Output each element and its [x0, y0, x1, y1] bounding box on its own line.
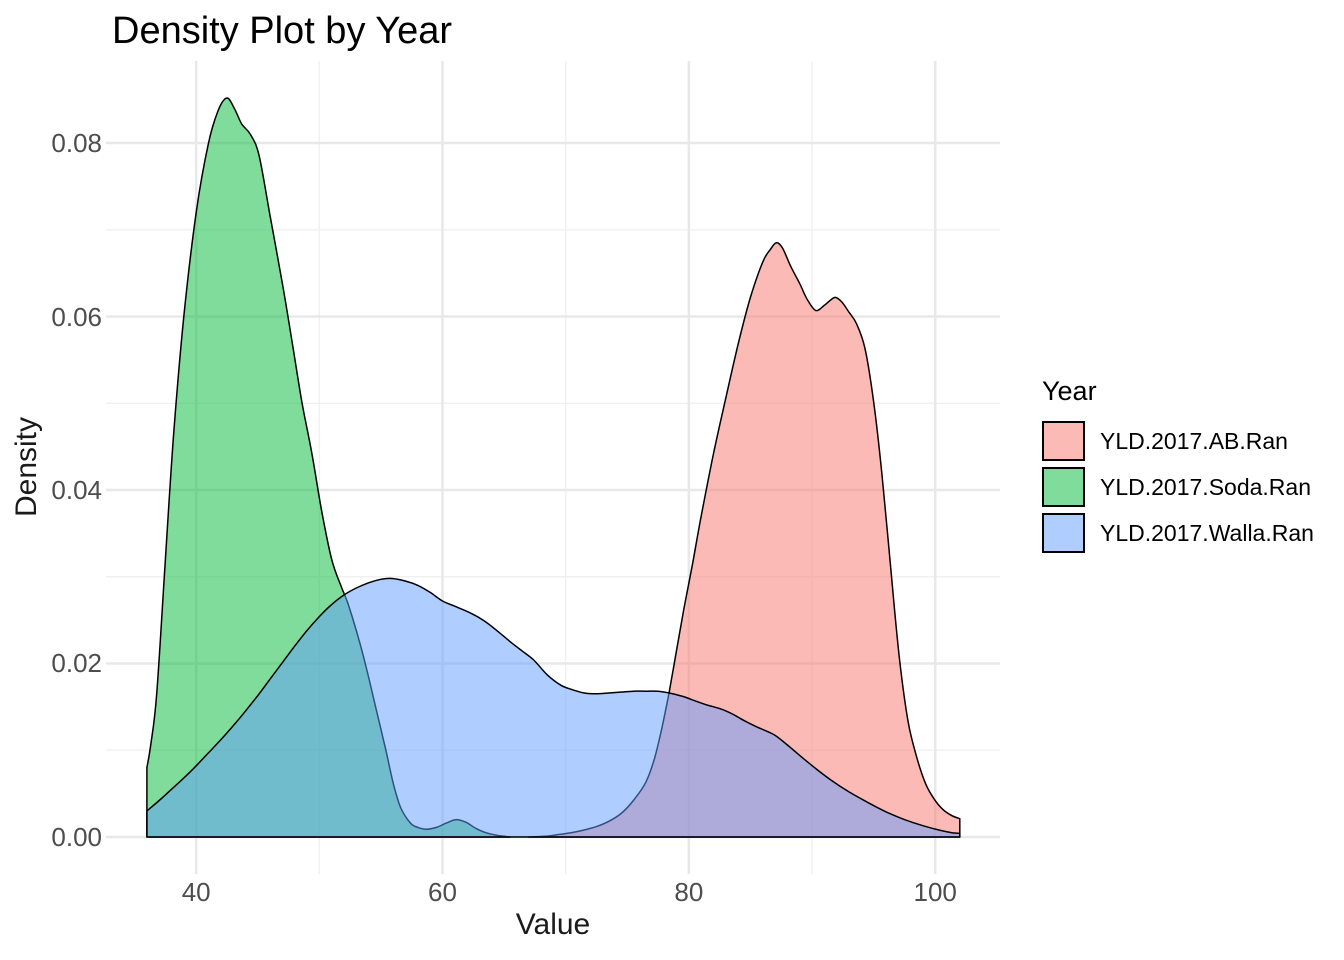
- y-axis-title: Density: [10, 416, 43, 518]
- plot-title: Density Plot by Year: [112, 10, 453, 52]
- x-tick-label: 100: [913, 877, 957, 907]
- density-area-YLD.2017.Walla.Ran: [146, 577, 961, 838]
- x-tick-label: 60: [428, 877, 457, 907]
- legend: Year YLD.2017.AB.Ran YLD.2017.Soda.Ran Y…: [1042, 376, 1314, 559]
- legend-title: Year: [1042, 376, 1097, 406]
- legend-item-ab-ran: YLD.2017.AB.Ran: [1042, 421, 1314, 461]
- legend-label-ab-ran: YLD.2017.AB.Ran: [1100, 427, 1288, 454]
- y-tick-label: 0.08: [51, 128, 102, 159]
- y-tick-label: 0.00: [51, 821, 102, 852]
- x-tick-label: 80: [674, 877, 704, 907]
- legend-swatch-soda-ran: [1042, 467, 1085, 507]
- legend-swatch-ab-ran: [1042, 421, 1085, 461]
- y-tick-label: 0.02: [51, 648, 102, 679]
- y-tick-label: 0.06: [51, 301, 102, 332]
- legend-label-walla-ran: YLD.2017.Walla.Ran: [1100, 519, 1314, 546]
- legend-label-soda-ran: YLD.2017.Soda.Ran: [1100, 473, 1311, 500]
- y-tick-label: 0.04: [51, 475, 102, 505]
- x-tick-label: 40: [181, 877, 211, 907]
- x-axis-title: Value: [515, 908, 591, 941]
- legend-item-walla-ran: YLD.2017.Walla.Ran: [1042, 513, 1314, 553]
- legend-swatch-walla-ran: [1042, 513, 1085, 553]
- legend-item-soda-ran: YLD.2017.Soda.Ran: [1042, 467, 1314, 507]
